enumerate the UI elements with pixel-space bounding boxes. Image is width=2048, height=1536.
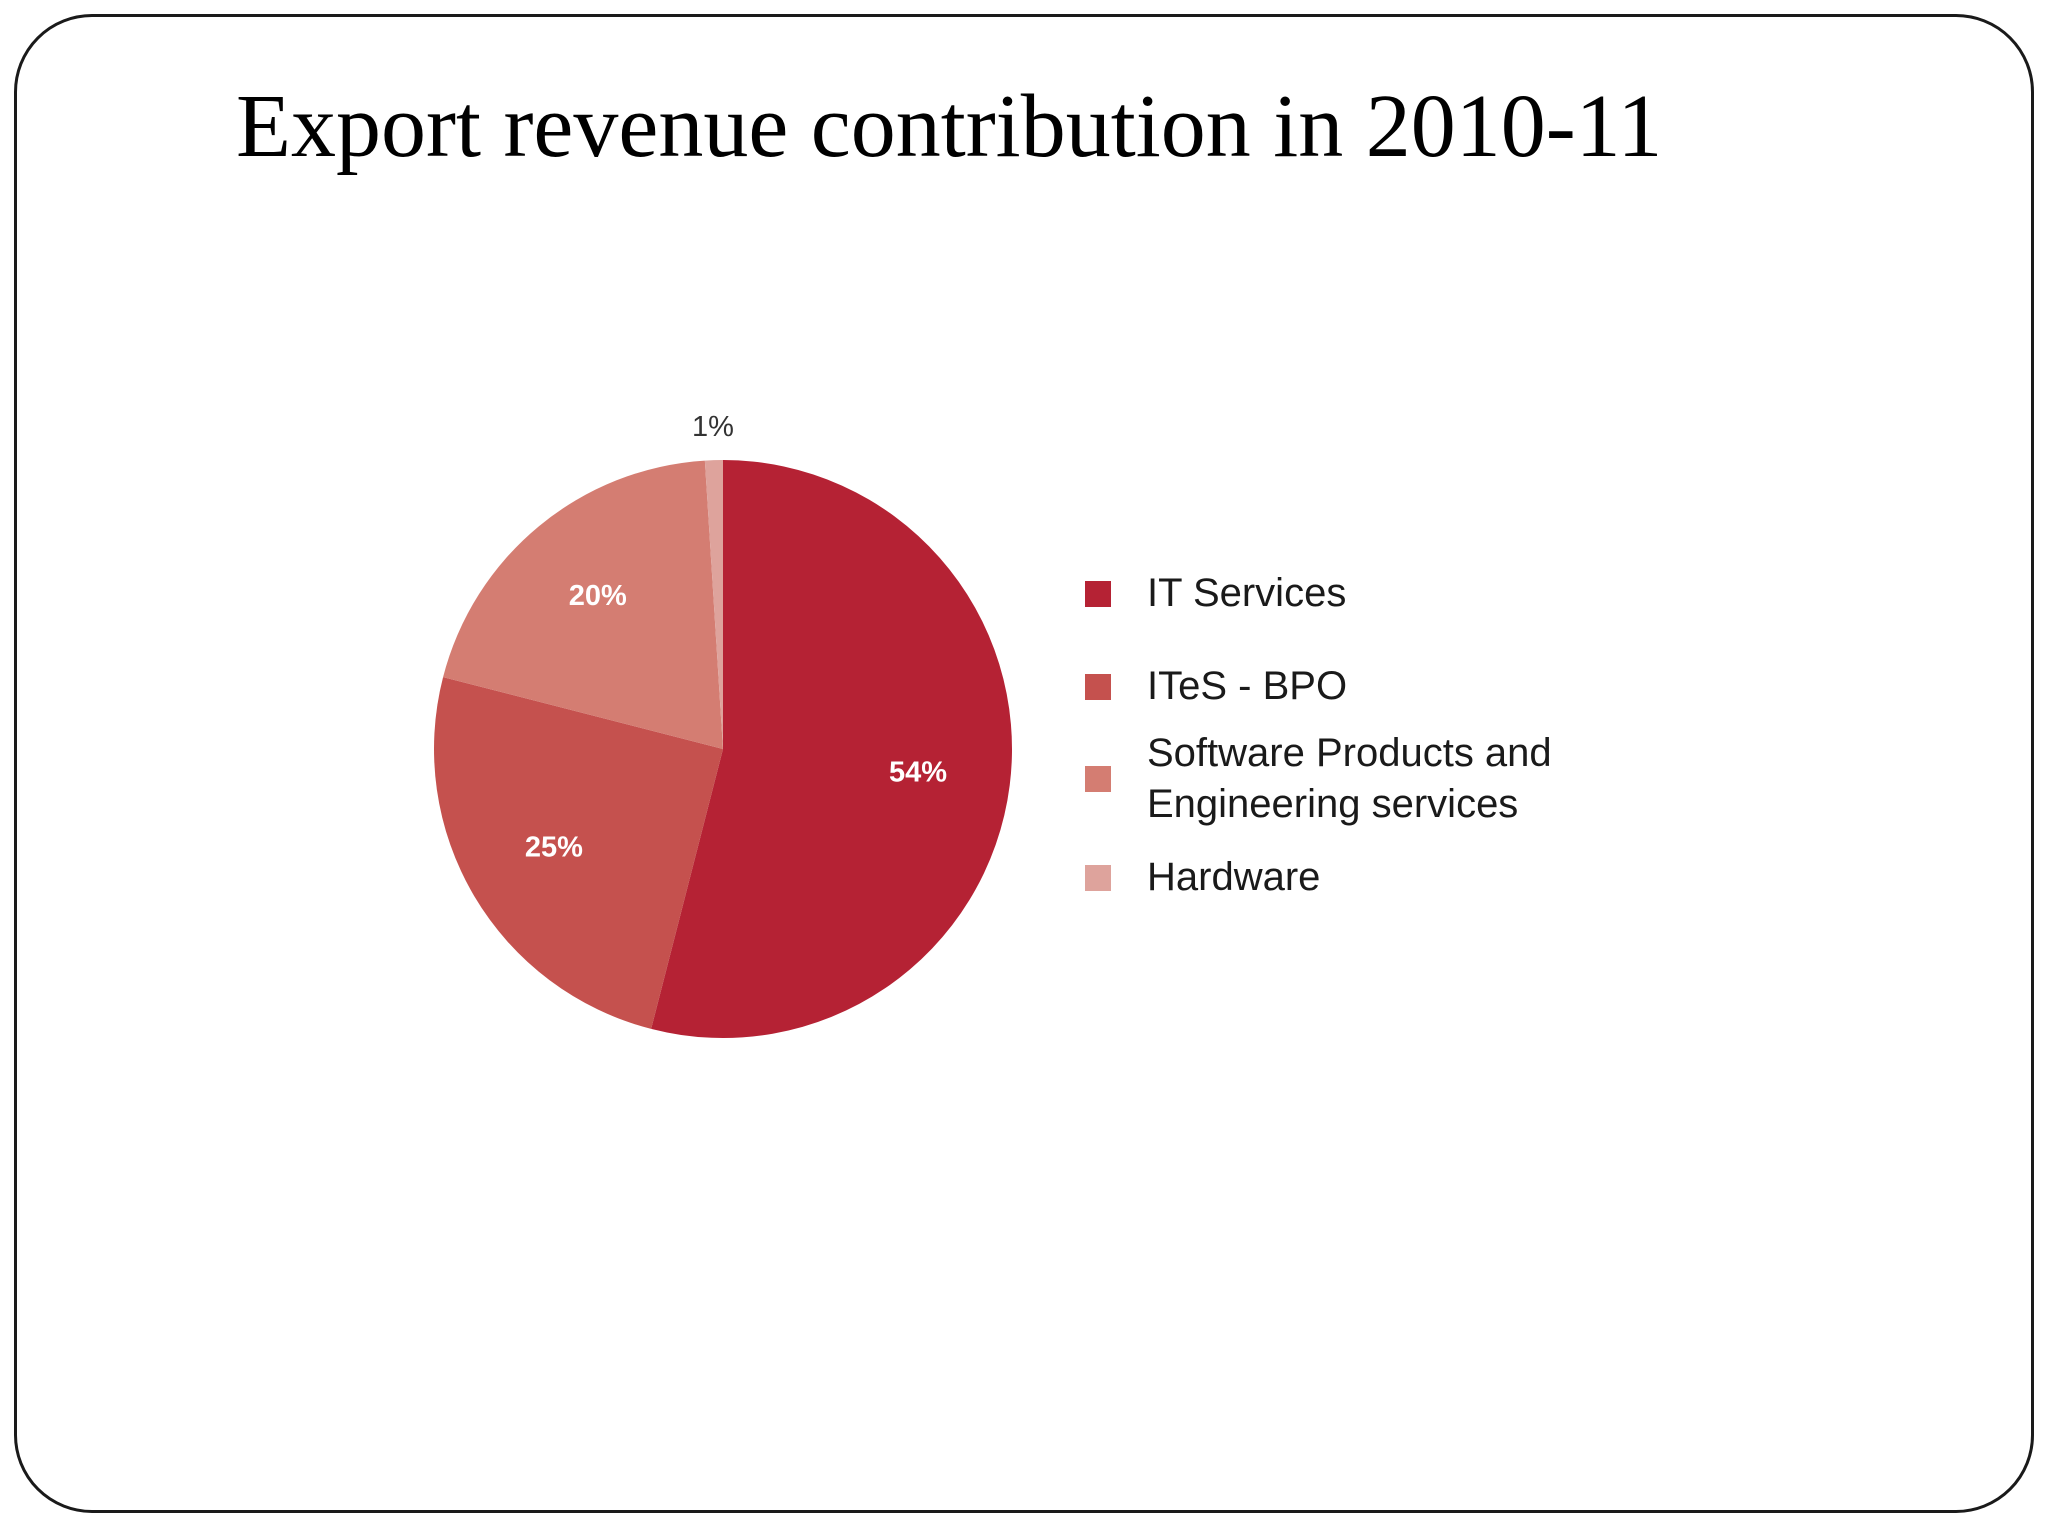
legend-label-ites-bpo: ITeS - BPO — [1147, 664, 1348, 708]
pie-value-labels: 54% 25% 20% 1% — [525, 411, 947, 864]
legend-swatch-hardware — [1085, 865, 1111, 891]
pie-chart: 54% 25% 20% 1% — [420, 400, 1180, 1060]
slide-frame — [14, 14, 2034, 1513]
pie-slice-software-products — [443, 460, 723, 749]
pie-slices — [434, 460, 1012, 1038]
pie-label-it-services: 54% — [889, 756, 947, 788]
pie-label-hardware: 1% — [692, 411, 734, 443]
pie-slice-it-services — [651, 460, 1012, 1038]
pie-label-ites-bpo: 25% — [525, 832, 583, 864]
pie-slice-hardware — [704, 460, 723, 749]
legend-label-hardware: Hardware — [1147, 855, 1321, 899]
legend-swatch-ites-bpo — [1085, 674, 1111, 700]
pie-slice-ites-bpo — [434, 677, 723, 1029]
pie-chart-svg: 54% 25% 20% 1% — [434, 411, 1012, 1038]
legend-swatch-it-services — [1085, 581, 1111, 607]
slide-title: Export revenue contribution in 2010-11 — [236, 77, 1663, 176]
legend-label-it-services: IT Services — [1147, 571, 1347, 615]
pie-label-software-products: 20% — [569, 580, 627, 612]
legend-swatch-software-products — [1085, 766, 1111, 792]
legend-label-software-products: Software Products and Engineering servic… — [1147, 731, 1552, 826]
